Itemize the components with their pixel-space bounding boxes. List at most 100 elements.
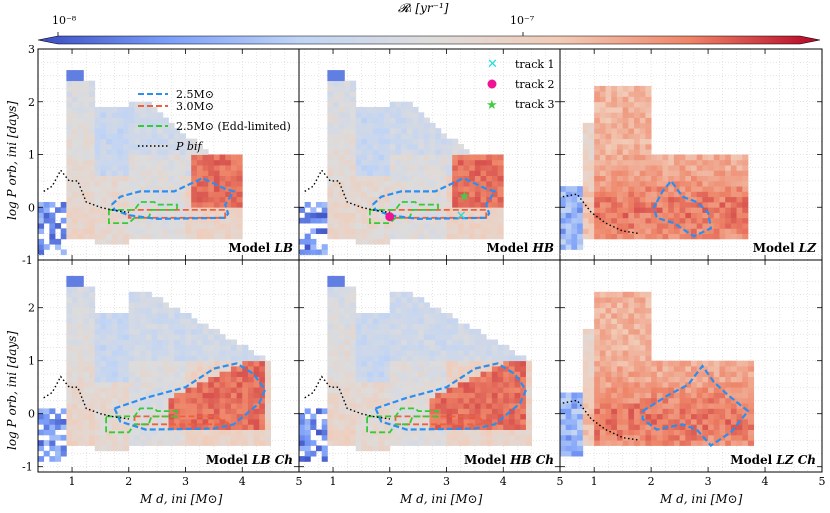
heatmap-cell <box>616 297 624 303</box>
heatmap-cell <box>157 307 164 314</box>
heatmap-cell <box>389 360 396 367</box>
heatmap-cell <box>560 440 567 446</box>
heatmap-cell <box>350 117 357 124</box>
heatmap-cell <box>145 149 152 155</box>
heatmap-cell <box>191 397 198 404</box>
heatmap-cell <box>77 318 84 324</box>
heatmap-cell <box>645 117 652 124</box>
heatmap-cell <box>179 440 186 446</box>
heatmap-cell <box>151 307 158 314</box>
heatmap-cell <box>395 117 402 124</box>
heatmap-cell <box>225 159 232 166</box>
heatmap-cell <box>588 159 595 166</box>
heatmap-cell <box>89 297 96 303</box>
heatmap-cell <box>123 392 130 399</box>
heatmap-cell <box>384 143 391 150</box>
heatmap-cell <box>134 143 141 150</box>
heatmap-cell <box>599 334 606 340</box>
heatmap-cell <box>435 159 442 166</box>
heatmap-cell <box>594 159 601 166</box>
heatmap-cell <box>497 397 504 404</box>
heatmap-cell <box>418 419 425 425</box>
heatmap-cell <box>350 233 357 240</box>
heatmap-cell <box>463 392 470 399</box>
heatmap-cell <box>236 217 243 224</box>
heatmap-cell <box>605 366 612 372</box>
heatmap-cell <box>418 397 425 404</box>
heatmap-cell <box>639 128 646 134</box>
heatmap-cell <box>117 323 124 330</box>
heatmap-cell <box>89 350 96 356</box>
heatmap-cell <box>185 424 192 430</box>
heatmap-cell <box>162 143 169 150</box>
heatmap-cell <box>372 334 379 340</box>
heatmap-cell <box>174 233 181 240</box>
heatmap-cell <box>389 408 396 415</box>
heatmap-cell <box>457 397 464 404</box>
heatmap-cell <box>395 196 402 203</box>
heatmap-cell <box>423 180 430 187</box>
heatmap-cell <box>713 434 720 441</box>
heatmap-cell <box>106 175 113 182</box>
heatmap-cell <box>128 149 135 155</box>
heatmap-cell <box>418 424 425 430</box>
heatmap-cell <box>599 313 606 319</box>
heatmap-cell <box>440 366 447 372</box>
heatmap-cell <box>333 180 340 187</box>
heatmap-cell <box>691 392 698 399</box>
heatmap-cell <box>225 165 232 171</box>
heatmap-cell <box>611 212 618 219</box>
heatmap-cell <box>299 445 306 452</box>
heatmap-cell <box>350 175 357 182</box>
heatmap-cell <box>508 413 516 420</box>
heatmap-cell <box>89 133 96 140</box>
heatmap-cell <box>77 297 84 303</box>
heatmap-cell <box>128 434 135 441</box>
heatmap-cell <box>611 387 618 393</box>
heatmap-cell <box>429 313 436 319</box>
heatmap-cell <box>594 302 601 309</box>
heatmap-cell <box>168 403 175 409</box>
heatmap-cell <box>338 207 345 213</box>
heatmap-cell <box>645 291 652 298</box>
heatmap <box>299 70 504 256</box>
heatmap-cell <box>628 223 635 229</box>
heatmap-cell <box>333 186 340 192</box>
heatmap-cell <box>83 392 90 399</box>
heatmap-cell <box>100 397 107 404</box>
heatmap-cell <box>435 143 442 150</box>
heatmap-cell <box>94 445 101 452</box>
heatmap-cell <box>520 387 527 393</box>
heatmap-cell <box>372 175 379 182</box>
heatmap-cell <box>656 223 663 229</box>
heatmap-cell <box>594 175 601 182</box>
heatmap-cell <box>645 424 652 430</box>
heatmap-cell <box>196 191 203 198</box>
heatmap-cell <box>725 180 732 187</box>
heatmap-cell <box>582 133 589 140</box>
heatmap-cell <box>730 154 737 161</box>
heatmap-cell <box>452 344 459 351</box>
heatmap-cell <box>253 408 260 415</box>
heatmap-cell <box>514 440 521 446</box>
heatmap-cell <box>151 159 158 166</box>
heatmap-cell <box>628 180 635 187</box>
heatmap-cell <box>89 323 96 330</box>
heatmap-cell <box>191 217 198 224</box>
heatmap-cell <box>344 286 351 293</box>
heatmap-cell <box>77 397 84 404</box>
contour-2.5msun <box>641 364 750 447</box>
heatmap-cell <box>452 440 459 446</box>
heatmap-cell <box>202 413 209 420</box>
heatmap-cell <box>196 371 203 377</box>
heatmap-cell <box>361 196 368 203</box>
heatmap-cell <box>582 434 589 441</box>
heatmap-cell <box>463 233 470 240</box>
heatmap-cell <box>730 223 737 229</box>
heatmap-cell <box>151 191 158 198</box>
heatmap-cell <box>128 228 135 235</box>
heatmap-cell <box>219 413 226 420</box>
heatmap-cell <box>378 350 385 356</box>
heatmap-cell <box>350 328 357 335</box>
heatmap-cell <box>634 334 641 340</box>
